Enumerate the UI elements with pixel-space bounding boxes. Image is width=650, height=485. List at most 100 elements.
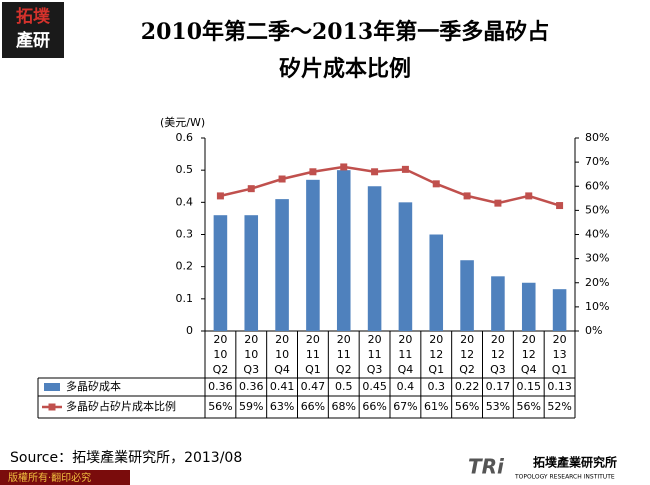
y2-tick-label: 30% — [585, 252, 609, 265]
x-tick-label: 12 — [429, 348, 443, 361]
x-tick-label: 10 — [244, 348, 258, 361]
table-value: 52% — [547, 400, 571, 413]
x-tick-label: 20 — [337, 333, 351, 346]
x-tick-label: Q2 — [213, 363, 229, 376]
table-value: 0.36 — [239, 380, 264, 393]
x-tick-label: Q2 — [459, 363, 475, 376]
table-value: 59% — [239, 400, 263, 413]
x-tick-label: 20 — [460, 333, 474, 346]
chart-title: 矽片成本比例 — [279, 56, 411, 82]
legend-label: 多晶矽占矽片成本比例 — [66, 399, 176, 413]
marker — [525, 192, 533, 200]
logo-text: 產研 — [16, 30, 50, 51]
y-axis-label: (美元/W) — [160, 116, 205, 129]
y2-tick-label: 50% — [585, 203, 609, 216]
y-tick-label: 0.2 — [176, 260, 194, 273]
bar — [306, 179, 320, 331]
x-tick-label: 11 — [398, 348, 412, 361]
x-tick-label: Q1 — [552, 363, 568, 376]
y2-tick-label: 20% — [585, 276, 609, 289]
x-tick-label: 20 — [244, 333, 258, 346]
x-tick-label: Q3 — [490, 363, 506, 376]
bar — [244, 215, 259, 331]
y2-tick-label: 80% — [585, 131, 609, 144]
x-tick-label: 20 — [491, 333, 505, 346]
table-value: 66% — [301, 400, 325, 413]
x-tick-label: 11 — [337, 348, 351, 361]
table-value: 61% — [424, 400, 448, 413]
table-value: 66% — [362, 400, 386, 413]
bar — [460, 260, 474, 331]
x-tick-label: 11 — [306, 348, 320, 361]
marker — [556, 202, 564, 210]
marker — [463, 192, 471, 200]
table-value: 0.15 — [517, 380, 542, 393]
table-value: 56% — [208, 400, 232, 413]
bar — [275, 199, 289, 331]
copyright: 版權所有‧翻印必究 — [8, 471, 91, 484]
x-tick-label: Q4 — [274, 363, 290, 376]
legend-swatch — [44, 383, 60, 391]
x-tick-label: 12 — [491, 348, 505, 361]
marker — [278, 175, 286, 183]
y2-tick-label: 70% — [585, 155, 609, 168]
x-tick-label: Q3 — [367, 363, 383, 376]
x-tick-label: 11 — [368, 348, 382, 361]
logo-box — [2, 2, 64, 58]
x-tick-label: 12 — [522, 348, 536, 361]
copyright-bar — [0, 470, 130, 485]
table-value: 0.3 — [428, 380, 446, 393]
x-tick-label: 13 — [553, 348, 567, 361]
x-tick-label: 20 — [553, 333, 567, 346]
x-tick-label: 20 — [275, 333, 289, 346]
x-tick-label: 12 — [460, 348, 474, 361]
brand-logo: TRi — [468, 455, 505, 479]
table-value: 0.13 — [547, 380, 572, 393]
y-tick-label: 0.1 — [176, 292, 194, 305]
bar — [336, 170, 351, 331]
table-value: 0.41 — [270, 380, 295, 393]
x-tick-label: 20 — [368, 333, 382, 346]
y2-tick-label: 0% — [585, 324, 602, 337]
bar — [213, 215, 228, 331]
marker — [371, 168, 379, 176]
x-tick-label: Q2 — [336, 363, 352, 376]
x-tick-label: 10 — [275, 348, 289, 361]
marker — [216, 192, 224, 200]
table-value: 0.45 — [362, 380, 387, 393]
table-value: 0.22 — [455, 380, 480, 393]
bar — [398, 202, 413, 331]
x-tick-label: 20 — [398, 333, 412, 346]
y-tick-label: 0 — [186, 324, 193, 337]
logo-text: 拓墣 — [16, 7, 50, 27]
bar — [429, 234, 444, 331]
source: Source：拓墣產業研究所，2013/08 — [10, 449, 242, 466]
brand-name: 拓墣產業研究所 — [533, 455, 617, 470]
x-tick-label: Q4 — [398, 363, 414, 376]
bar — [521, 282, 536, 331]
table-value: 67% — [393, 400, 417, 413]
table-value: 0.5 — [335, 380, 353, 393]
table-value: 0.47 — [301, 380, 326, 393]
y2-tick-label: 10% — [585, 300, 609, 313]
table-value: 0.36 — [208, 380, 233, 393]
legend-swatch — [48, 403, 56, 411]
y-tick-label: 0.4 — [176, 195, 194, 208]
marker — [340, 163, 348, 171]
x-tick-label: 20 — [522, 333, 536, 346]
x-tick-label: 20 — [306, 333, 320, 346]
y-tick-label: 0.3 — [176, 228, 194, 241]
bar — [367, 186, 382, 331]
chart-title: 2010年第二季～2013年第一季多晶矽占 — [141, 19, 549, 45]
line — [220, 165, 560, 207]
table-value: 56% — [455, 400, 479, 413]
y-tick-label: 0.5 — [176, 163, 194, 176]
marker — [494, 199, 502, 207]
table-value: 53% — [486, 400, 510, 413]
x-tick-label: Q4 — [521, 363, 537, 376]
x-tick-label: 20 — [213, 333, 227, 346]
table-value: 0.17 — [486, 380, 511, 393]
y2-tick-label: 60% — [585, 179, 609, 192]
